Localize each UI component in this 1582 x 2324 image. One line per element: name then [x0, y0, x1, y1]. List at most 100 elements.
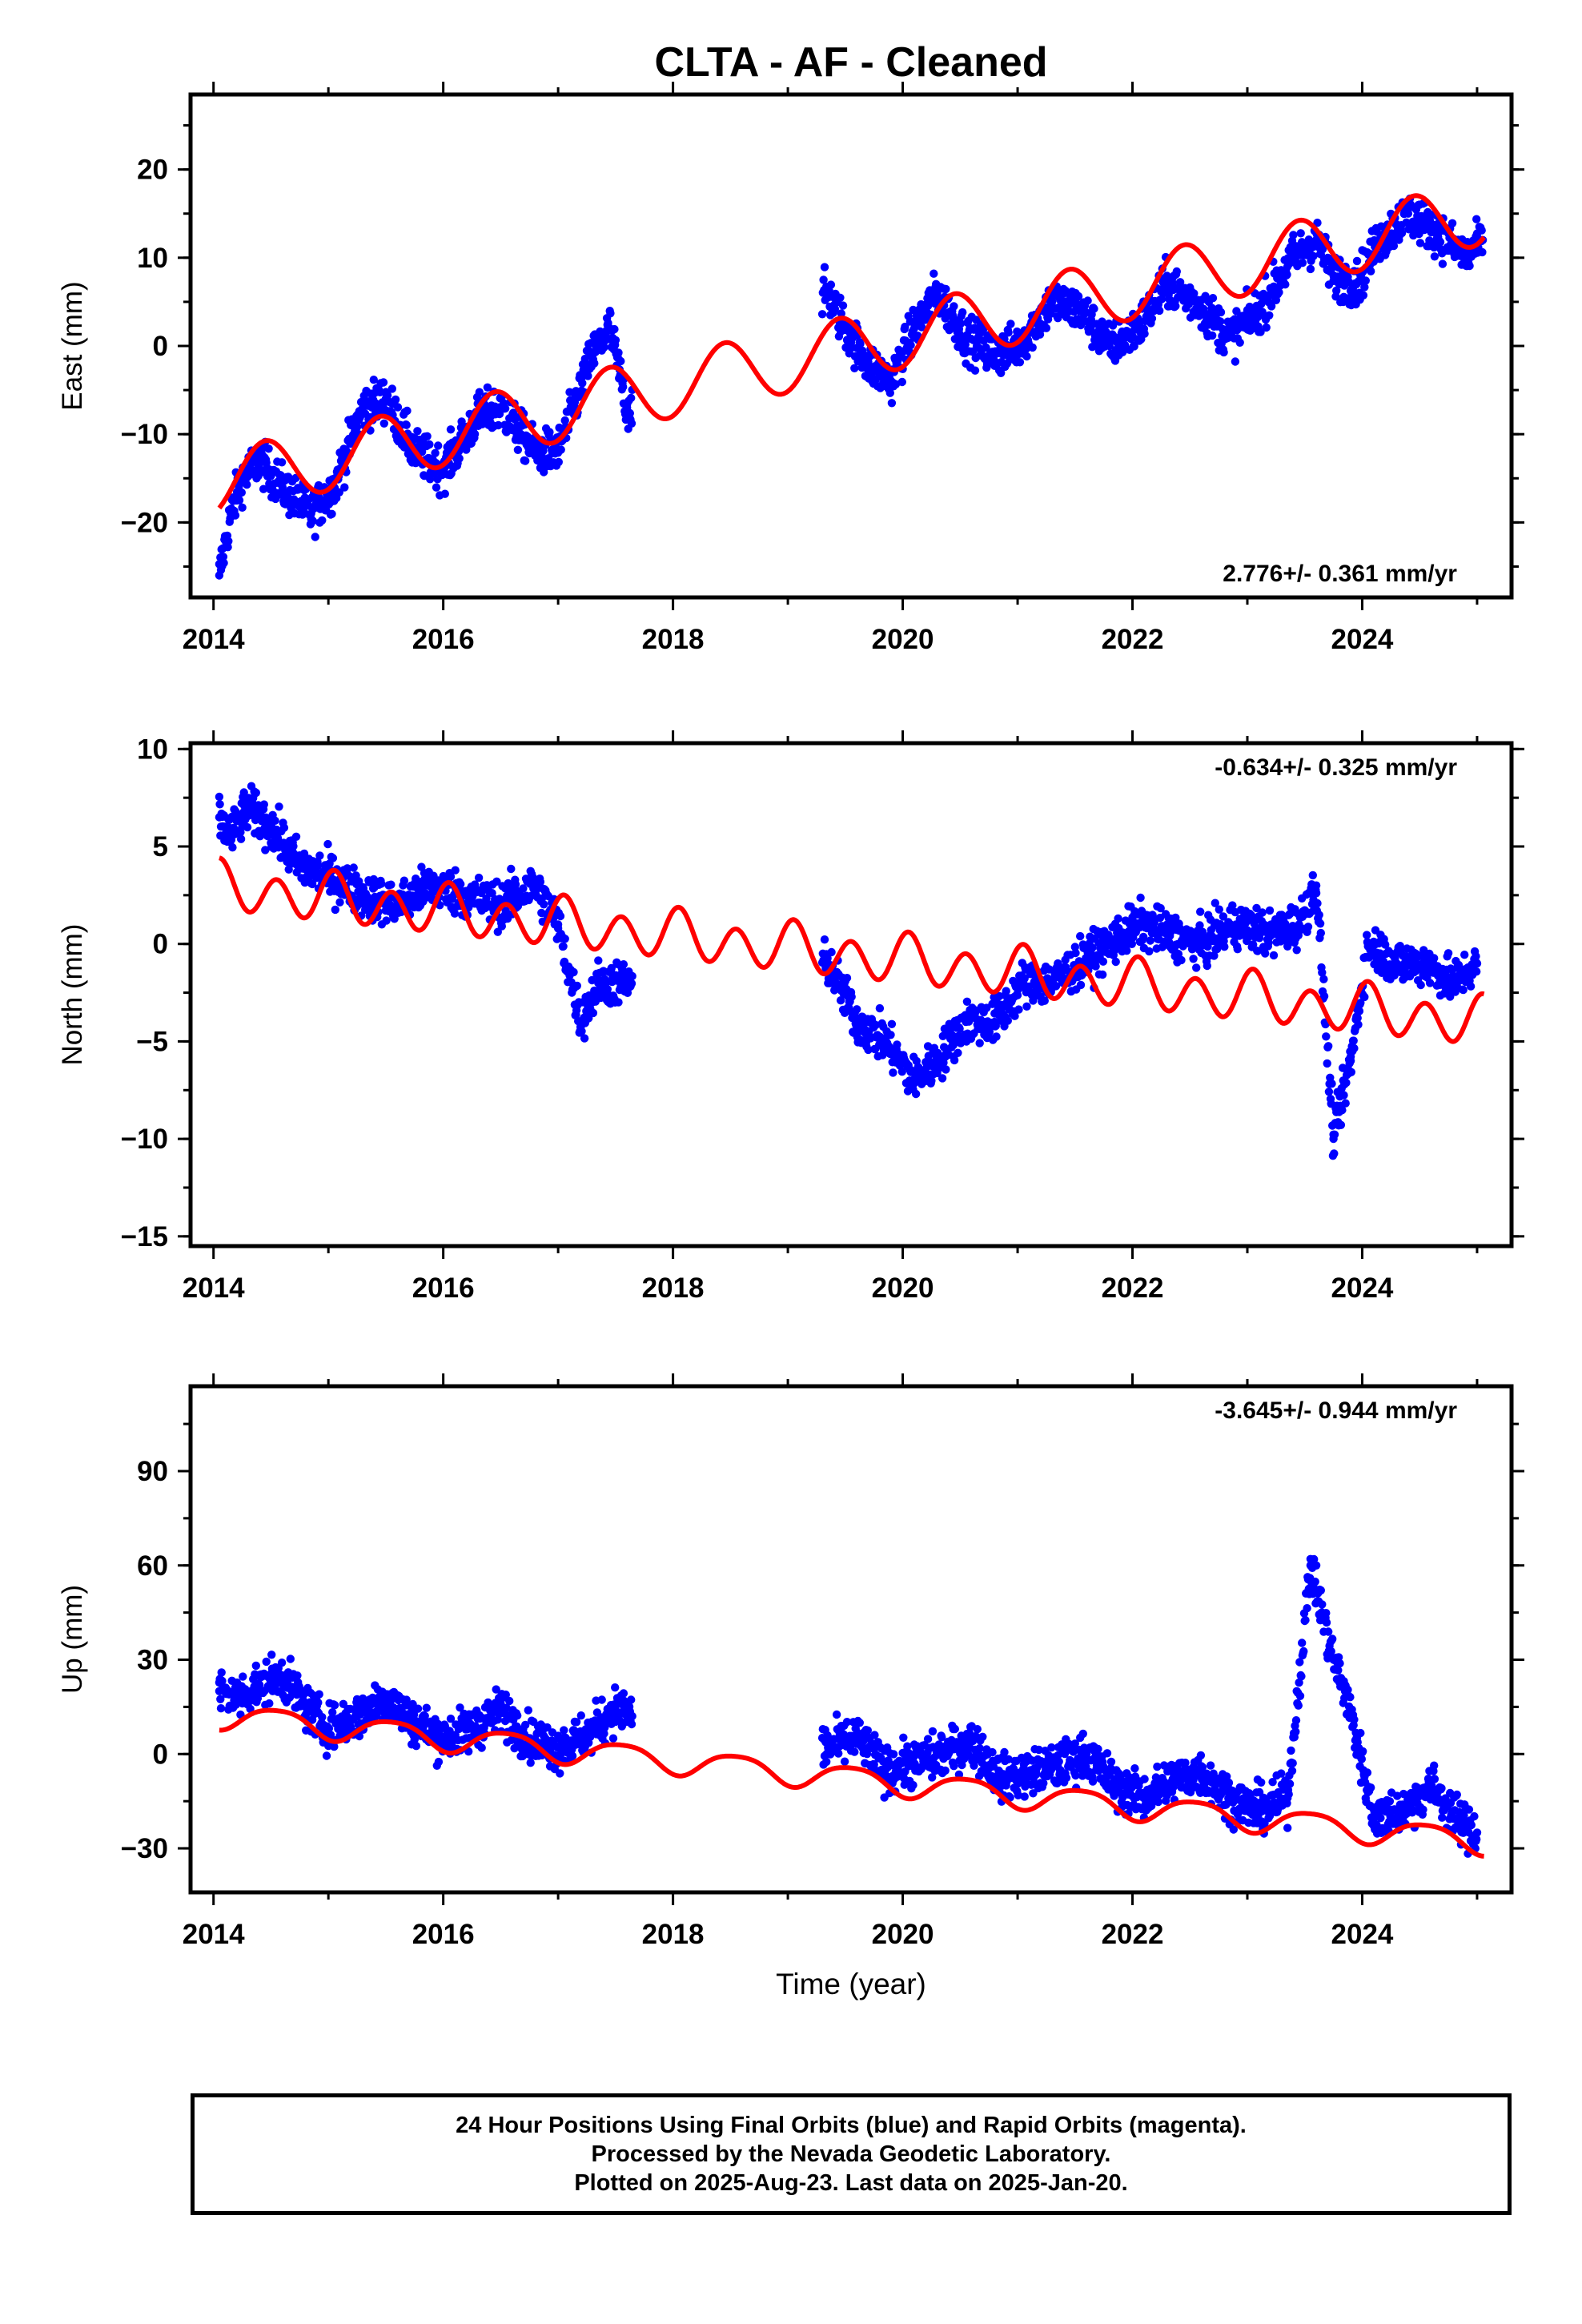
data-point	[1425, 979, 1435, 987]
data-point	[403, 406, 412, 416]
data-point	[933, 1056, 942, 1066]
data-point	[328, 854, 338, 862]
data-point	[1091, 962, 1100, 971]
data-point	[545, 428, 554, 436]
data-point	[501, 907, 510, 915]
data-point	[531, 881, 540, 890]
data-point	[423, 432, 432, 440]
data-point	[616, 356, 625, 366]
data-point	[1461, 253, 1470, 262]
data-point	[1042, 324, 1051, 332]
data-point	[887, 399, 897, 408]
data-point	[1197, 939, 1206, 948]
data-point	[1216, 308, 1226, 317]
data-point	[1359, 291, 1368, 300]
data-point	[1002, 987, 1010, 995]
east-daily-positions	[215, 194, 1488, 580]
data-point	[1318, 968, 1327, 977]
data-point	[623, 403, 632, 412]
data-point	[958, 1760, 966, 1770]
data-point	[390, 915, 399, 923]
data-point	[1076, 980, 1086, 990]
data-point	[420, 1711, 429, 1720]
north-ticks	[178, 730, 1524, 1259]
data-point	[1105, 341, 1114, 351]
data-point	[492, 1685, 500, 1694]
data-point	[1465, 261, 1474, 271]
data-point	[243, 480, 251, 489]
data-point	[954, 1048, 962, 1058]
data-point	[519, 884, 528, 893]
data-point	[822, 1757, 831, 1767]
data-point	[291, 832, 301, 842]
data-point	[978, 325, 988, 334]
data-point	[627, 419, 636, 428]
data-point	[962, 1017, 970, 1027]
y-tick-label: −15	[121, 1221, 168, 1252]
data-point	[611, 336, 620, 344]
data-point	[359, 403, 367, 412]
data-point	[521, 1720, 530, 1730]
data-point	[560, 416, 569, 425]
data-point	[1311, 881, 1321, 890]
data-point	[909, 1076, 919, 1085]
data-point	[1090, 304, 1098, 313]
data-point	[938, 1733, 946, 1742]
data-point	[1289, 231, 1298, 239]
data-point	[1283, 942, 1292, 951]
data-point	[410, 1735, 419, 1744]
data-point	[259, 485, 268, 493]
data-point	[450, 909, 460, 918]
data-point	[228, 843, 237, 852]
data-point	[477, 1743, 486, 1752]
data-point	[841, 324, 850, 333]
data-point	[456, 879, 465, 889]
data-point	[340, 483, 349, 492]
y-tick-label: 0	[153, 929, 168, 960]
data-point	[1353, 1014, 1362, 1023]
data-point	[1267, 302, 1276, 311]
data-point	[1010, 1011, 1019, 1020]
data-point	[590, 359, 599, 368]
data-point	[619, 383, 628, 392]
data-point	[271, 816, 279, 825]
data-point	[1323, 1059, 1331, 1068]
data-point	[887, 376, 896, 386]
east-rate-label: 2.776+/- 0.361 mm/yr	[1223, 561, 1457, 587]
data-point	[393, 403, 403, 412]
data-point	[1352, 279, 1361, 289]
data-point	[219, 553, 228, 561]
data-point	[1029, 996, 1038, 1005]
data-point	[1381, 940, 1390, 949]
data-point	[236, 834, 246, 843]
data-point	[470, 429, 480, 439]
data-point	[578, 379, 587, 388]
data-point	[1162, 279, 1171, 289]
x-tick-label: 2018	[642, 624, 705, 655]
data-point	[956, 319, 966, 328]
data-point	[958, 308, 967, 317]
data-point	[597, 1695, 606, 1704]
data-point	[1231, 920, 1240, 929]
data-point	[1156, 903, 1165, 913]
data-point	[355, 877, 363, 886]
data-point	[909, 1780, 917, 1790]
data-point	[1111, 957, 1120, 967]
data-point	[862, 1750, 872, 1759]
data-point	[899, 1733, 908, 1742]
data-point	[990, 350, 999, 360]
data-point	[277, 458, 287, 467]
data-point	[628, 1711, 636, 1721]
data-point	[1000, 1747, 1009, 1757]
data-point	[237, 488, 246, 497]
data-point	[614, 348, 623, 357]
data-point	[1430, 954, 1439, 963]
data-point	[1472, 959, 1482, 968]
y-tick-label: −10	[121, 1124, 168, 1155]
data-point	[990, 1017, 999, 1027]
data-point	[842, 1718, 852, 1727]
data-point	[295, 862, 304, 870]
data-point	[988, 1747, 997, 1757]
data-point	[1219, 912, 1228, 921]
data-point	[875, 1003, 885, 1013]
